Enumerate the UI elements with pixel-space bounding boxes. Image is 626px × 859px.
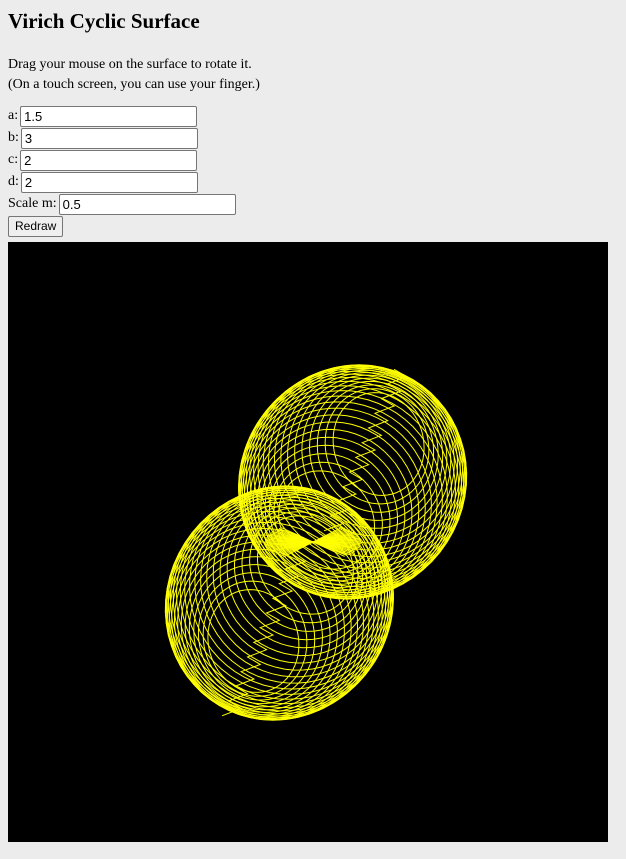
surface-ring [262, 365, 464, 569]
surface-ring [233, 503, 368, 641]
surface-ring [249, 511, 359, 624]
surface-plot[interactable] [8, 242, 608, 842]
instruction-line-2: (On a touch screen, you can use your fin… [8, 77, 260, 92]
param-d-row: d: [8, 171, 618, 193]
surface-ring [188, 556, 331, 708]
param-c-label: c: [8, 152, 19, 167]
param-a-row: a: [8, 105, 618, 127]
param-a-label: a: [8, 108, 19, 123]
redraw-row: Redraw [8, 215, 618, 237]
param-m-input[interactable] [58, 193, 236, 215]
surface-seam [221, 553, 306, 717]
surface-ring [301, 377, 444, 529]
instruction-line-1: Drag your mouse on the surface to rotate… [8, 57, 252, 72]
surface-ring [212, 494, 380, 664]
surface-ring [257, 364, 466, 575]
surface-ring [273, 367, 459, 558]
page: Virich Cyclic Surface Drag your mouse on… [8, 0, 618, 237]
surface-canvas[interactable] [8, 242, 608, 842]
param-m-label: Scale m: [8, 196, 57, 211]
surface-ring [267, 366, 461, 564]
surface-ring [308, 380, 439, 521]
instructions: Drag your mouse on the surface to rotate… [8, 55, 618, 95]
redraw-button[interactable]: Redraw [8, 215, 64, 237]
surface-ring [168, 516, 370, 720]
page-title: Virich Cyclic Surface [8, 9, 200, 33]
surface-ring [241, 368, 466, 594]
param-c-row: c: [8, 149, 618, 171]
surface-ring [332, 392, 425, 496]
surface-ring [175, 485, 394, 705]
param-b-row: b: [8, 127, 618, 149]
param-d-input[interactable] [20, 171, 198, 193]
surface-ring [294, 374, 448, 537]
surface-ring [171, 521, 365, 719]
surface-waist-line [281, 527, 345, 557]
surface-ring [316, 384, 435, 513]
surface-ring [252, 421, 420, 591]
surface-ring [219, 496, 376, 657]
parameter-form: a: b: c: d: Scale m: Redraw [8, 105, 618, 237]
surface-ring [287, 371, 452, 544]
surface-ring [226, 500, 372, 649]
surface-ring [197, 572, 316, 701]
param-a-input[interactable] [20, 105, 198, 127]
surface-ring [207, 589, 300, 693]
param-b-label: b: [8, 130, 19, 145]
surface-ring [249, 414, 426, 594]
param-b-input[interactable] [20, 127, 198, 149]
surface-ring [173, 527, 359, 718]
param-m-row: Scale m: [8, 193, 618, 215]
surface-ring [256, 428, 413, 589]
surface-ring [193, 564, 324, 705]
param-d-label: d: [8, 174, 19, 189]
surface-ring [256, 515, 354, 615]
surface-ring [324, 388, 430, 505]
surface-ring [202, 580, 308, 697]
surface-ring [165, 505, 379, 721]
surface-ring [166, 510, 375, 721]
param-c-input[interactable] [20, 149, 198, 171]
